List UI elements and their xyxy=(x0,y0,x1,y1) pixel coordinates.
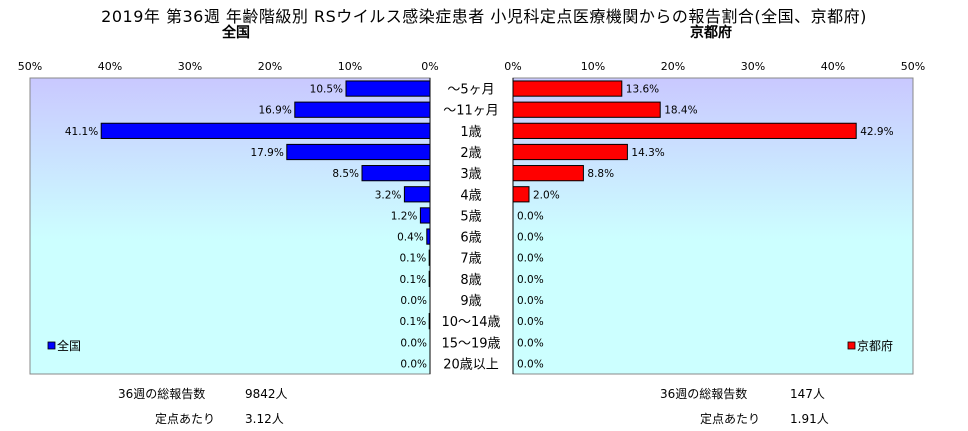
national-data-label: 0.4% xyxy=(397,232,424,244)
national-tick-label: 20% xyxy=(258,60,282,73)
kyoto-data-label: 2.0% xyxy=(533,189,560,201)
national-tick-label: 40% xyxy=(98,60,122,73)
kyoto-data-label: 42.9% xyxy=(860,126,893,138)
kyoto-data-label: 0.0% xyxy=(517,253,544,265)
category-label: 4歳 xyxy=(460,188,481,203)
kyoto-bar xyxy=(512,101,661,118)
category-label: 3歳 xyxy=(460,167,481,182)
category-label: 1歳 xyxy=(460,125,481,140)
national-bar xyxy=(428,249,431,266)
kyoto-per-value: 1.91人 xyxy=(790,412,829,426)
national-data-label: 0.1% xyxy=(400,316,427,328)
national-data-label: 0.1% xyxy=(400,253,427,265)
category-label: 6歳 xyxy=(460,231,481,246)
national-tick-label: 30% xyxy=(178,60,202,73)
kyoto-data-label: 0.0% xyxy=(517,210,544,222)
national-bar xyxy=(403,186,431,203)
chart-title: 2019年 第36週 年齢階級別 RSウイルス感染症患者 小児科定点医療機関から… xyxy=(101,7,867,26)
national-data-label: 41.1% xyxy=(65,126,98,138)
kyoto-tick-label: 20% xyxy=(661,60,685,73)
national-bar xyxy=(419,207,431,224)
kyoto-tick-label: 40% xyxy=(821,60,845,73)
kyoto-bar xyxy=(512,143,628,161)
kyoto-plot-background xyxy=(512,77,914,375)
national-data-label: 17.9% xyxy=(250,147,283,159)
national-legend-swatch xyxy=(47,341,56,350)
kyoto-data-label: 0.0% xyxy=(517,358,544,370)
national-tick-label: 10% xyxy=(338,60,362,73)
national-data-label: 0.0% xyxy=(400,358,427,370)
national-per-value: 3.12人 xyxy=(245,412,284,426)
kyoto-bar xyxy=(512,165,584,182)
national-data-label: 1.2% xyxy=(391,210,418,222)
national-per-label: 定点あたり xyxy=(155,412,216,426)
kyoto-data-label: 0.0% xyxy=(517,316,544,328)
national-bar xyxy=(345,80,431,97)
national-plot-area: 0% 10% 20% 30% 40% 50% 10.5% 16.9% 41.1% 17.9% 8.5… xyxy=(18,60,439,375)
kyoto-total-value: 147人 xyxy=(790,387,825,401)
national-data-label: 8.5% xyxy=(332,168,359,180)
national-bar xyxy=(428,270,431,287)
national-bar xyxy=(294,101,431,118)
category-label: 10～14歳 xyxy=(441,315,500,330)
national-data-label: 3.2% xyxy=(375,189,402,201)
kyoto-bar xyxy=(512,80,623,97)
national-bar xyxy=(361,165,431,182)
category-label: 9歳 xyxy=(460,294,481,309)
kyoto-data-label: 0.0% xyxy=(517,232,544,244)
kyoto-bar xyxy=(512,122,857,139)
national-plot-background xyxy=(29,77,431,375)
kyoto-per-label: 定点あたり xyxy=(700,412,761,426)
category-label: 8歳 xyxy=(460,273,481,288)
kyoto-data-label: 0.0% xyxy=(517,274,544,286)
category-label: 15～19歳 xyxy=(441,336,500,351)
national-data-label: 0.1% xyxy=(400,274,427,286)
category-label: 7歳 xyxy=(460,252,481,267)
national-bar xyxy=(426,228,431,245)
kyoto-plot-area: 0% 10% 20% 30% 40% 50% 13.6% 18.4% 42.9% 14.3% 8.8… xyxy=(504,60,925,375)
kyoto-subtitle: 京都府 xyxy=(690,25,732,41)
national-tick-label: 50% xyxy=(18,60,42,73)
category-label: 5歳 xyxy=(460,209,481,224)
kyoto-tick-label: 50% xyxy=(901,60,925,73)
kyoto-legend-label: 京都府 xyxy=(857,338,893,353)
category-label: 2歳 xyxy=(460,146,481,161)
kyoto-data-label: 14.3% xyxy=(631,147,664,159)
national-legend-label: 全国 xyxy=(57,338,81,353)
kyoto-tick-label: 0% xyxy=(504,60,521,73)
national-bar xyxy=(428,313,431,330)
national-data-label: 16.9% xyxy=(258,105,291,117)
national-bar xyxy=(100,122,431,139)
category-label: ～11ヶ月 xyxy=(443,104,499,119)
national-data-label: 0.0% xyxy=(400,337,427,349)
kyoto-tick-label: 30% xyxy=(741,60,765,73)
national-total-label: 36週の総報告数 xyxy=(118,387,206,401)
kyoto-legend-swatch xyxy=(847,341,856,350)
national-data-label: 0.0% xyxy=(400,295,427,307)
category-label: ～5ヶ月 xyxy=(447,83,494,98)
kyoto-data-label: 13.6% xyxy=(626,84,659,96)
kyoto-tick-label: 10% xyxy=(581,60,605,73)
national-tick-label: 0% xyxy=(421,60,438,73)
kyoto-data-label: 8.8% xyxy=(587,168,614,180)
national-bar xyxy=(286,143,431,161)
kyoto-data-label: 0.0% xyxy=(517,295,544,307)
category-label: 20歳以上 xyxy=(443,357,499,372)
national-data-label: 10.5% xyxy=(310,84,343,96)
kyoto-data-label: 18.4% xyxy=(664,105,697,117)
category-labels: ～5ヶ月 ～11ヶ月 1歳 2歳 3歳 4歳 5歳 6歳 7歳 8歳 9歳 10～14歳 15～19歳 2… xyxy=(441,83,500,373)
kyoto-data-label: 0.0% xyxy=(517,337,544,349)
national-total-value: 9842人 xyxy=(245,387,288,401)
kyoto-total-label: 36週の総報告数 xyxy=(660,387,748,401)
national-subtitle: 全国 xyxy=(222,25,250,41)
kyoto-bar xyxy=(512,186,530,203)
